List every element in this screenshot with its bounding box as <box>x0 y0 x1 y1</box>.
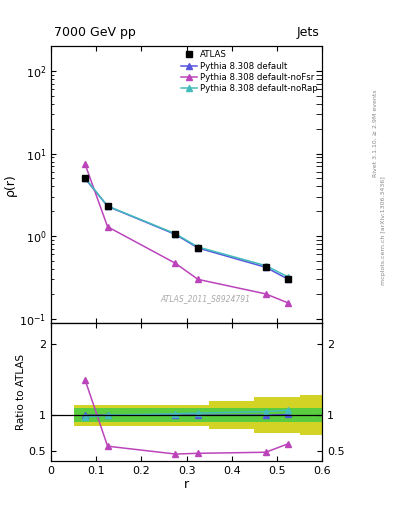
Pythia 8.308 default <box>173 231 178 238</box>
Line: Pythia 8.308 default-noFsr: Pythia 8.308 default-noFsr <box>82 161 291 306</box>
ATLAS <box>286 276 291 283</box>
Line: ATLAS: ATLAS <box>81 175 292 283</box>
Pythia 8.308 default <box>286 276 291 283</box>
Text: ATLAS_2011_S8924791: ATLAS_2011_S8924791 <box>161 294 251 303</box>
Pythia 8.308 default <box>196 245 200 251</box>
Pythia 8.308 default <box>83 175 87 181</box>
Pythia 8.308 default-noFsr <box>196 276 200 283</box>
Legend: ATLAS, Pythia 8.308 default, Pythia 8.308 default-noFsr, Pythia 8.308 default-no: ATLAS, Pythia 8.308 default, Pythia 8.30… <box>180 49 320 95</box>
Pythia 8.308 default-noFsr <box>286 300 291 306</box>
Text: 7000 GeV pp: 7000 GeV pp <box>54 26 136 39</box>
Line: Pythia 8.308 default-noRap: Pythia 8.308 default-noRap <box>82 175 291 280</box>
Pythia 8.308 default-noFsr <box>263 291 268 297</box>
Text: Jets: Jets <box>297 26 320 39</box>
ATLAS <box>83 175 87 181</box>
Pythia 8.308 default-noFsr <box>173 260 178 266</box>
ATLAS <box>105 203 110 209</box>
Pythia 8.308 default-noFsr <box>83 161 87 167</box>
Pythia 8.308 default <box>263 264 268 270</box>
Y-axis label: ρ(r): ρ(r) <box>4 173 17 196</box>
Pythia 8.308 default-noRap <box>173 231 178 237</box>
Pythia 8.308 default-noRap <box>105 203 110 209</box>
X-axis label: r: r <box>184 478 189 492</box>
Text: Rivet 3.1.10, ≥ 2.9M events: Rivet 3.1.10, ≥ 2.9M events <box>373 89 378 177</box>
Y-axis label: Ratio to ATLAS: Ratio to ATLAS <box>16 354 26 430</box>
Pythia 8.308 default-noRap <box>286 274 291 280</box>
ATLAS <box>263 264 268 270</box>
ATLAS <box>173 231 178 238</box>
Line: Pythia 8.308 default: Pythia 8.308 default <box>82 176 291 282</box>
Text: mcplots.cern.ch [arXiv:1306.3436]: mcplots.cern.ch [arXiv:1306.3436] <box>381 176 386 285</box>
Pythia 8.308 default-noFsr <box>105 224 110 230</box>
Pythia 8.308 default-noRap <box>196 244 200 250</box>
Pythia 8.308 default-noRap <box>263 263 268 269</box>
ATLAS <box>196 245 200 251</box>
Pythia 8.308 default-noRap <box>83 175 87 181</box>
Pythia 8.308 default <box>105 203 110 209</box>
